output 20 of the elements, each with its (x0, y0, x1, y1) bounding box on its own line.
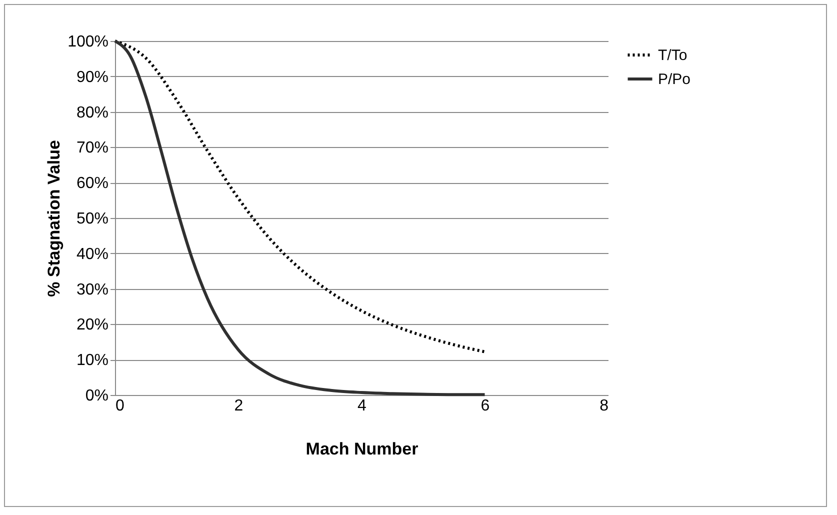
y-tick-label: 30% (76, 281, 108, 298)
y-tick-label: 80% (76, 104, 108, 122)
x-tick-label: 4 (358, 398, 367, 414)
legend-label: T/To (658, 47, 688, 64)
y-tick-label: 0% (85, 388, 108, 404)
y-tick-label: 10% (76, 352, 108, 370)
y-tick-label: 50% (76, 210, 108, 228)
y-axis-title: % Stagnation Value (44, 140, 64, 297)
x-tick-label: 2 (234, 398, 244, 414)
x-tick-label: 8 (600, 398, 609, 414)
x-axis-title: Mach Number (306, 440, 419, 458)
x-tick-label: 0 (116, 398, 124, 414)
y-tick-label: 20% (76, 316, 108, 334)
y-tick-label: 90% (76, 68, 108, 86)
x-tick-label: 6 (480, 398, 490, 414)
y-tick-label: 60% (76, 175, 108, 192)
y-tick-label: 100% (68, 34, 108, 50)
y-tick-label: 70% (76, 140, 108, 157)
legend-label: P/Po (658, 71, 691, 88)
y-tick-label: 40% (76, 246, 108, 263)
